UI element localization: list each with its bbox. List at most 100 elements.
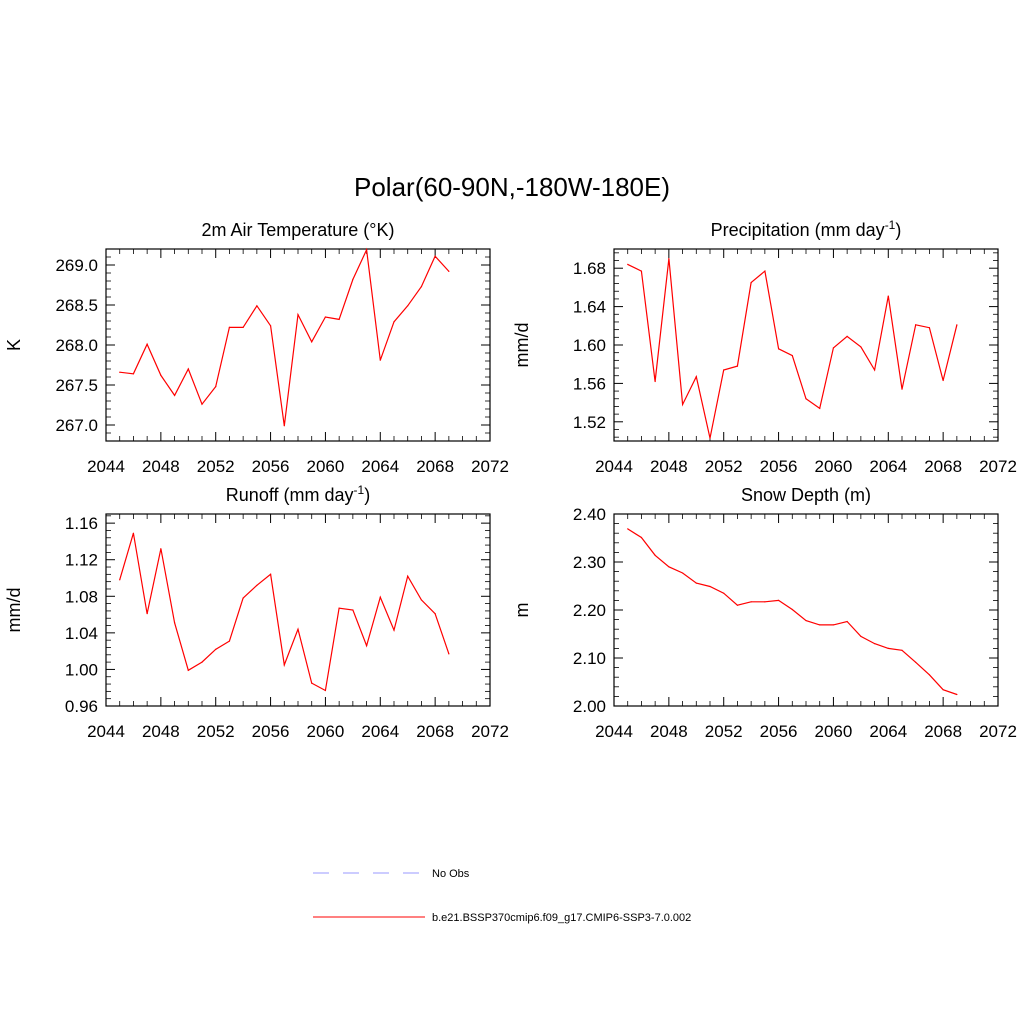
- data-point: [283, 664, 285, 666]
- y-tick-label: 1.60: [573, 336, 606, 355]
- x-tick-label: 2052: [705, 722, 743, 741]
- data-point: [119, 579, 121, 581]
- data-point: [681, 572, 684, 574]
- y-axis-label: mm/d: [512, 323, 532, 368]
- x-tick-label: 2048: [142, 722, 180, 741]
- panels: 2m Air Temperature (°K) K 2044 2048 2052 2056…: [4, 218, 1017, 741]
- data-point: [736, 604, 739, 606]
- legend-item: No Obs: [313, 868, 470, 880]
- plot-frame: [613, 513, 999, 707]
- data-point: [146, 613, 148, 615]
- data-point: [215, 648, 217, 650]
- x-tick-label: 2056: [760, 457, 798, 476]
- x-tick-label: 2056: [760, 722, 798, 741]
- data-point: [956, 324, 958, 326]
- y-tick-label: 1.64: [573, 298, 606, 317]
- panel-3: Runoff (mm day-1) mm/d 2044 2048 2052 2056 206…: [4, 483, 509, 741]
- y-tick-label: 2.40: [573, 505, 606, 524]
- data-point: [654, 554, 656, 556]
- data-point: [352, 278, 354, 280]
- data-point: [750, 282, 752, 284]
- data-point: [132, 532, 135, 534]
- y-tick-label: 1.56: [573, 374, 606, 393]
- x-tick-label: 2048: [142, 457, 180, 476]
- data-point: [338, 318, 340, 320]
- data-point: [915, 661, 917, 663]
- y-tick-label: 2.30: [573, 553, 606, 572]
- panel-title: Precipitation (mm day-1): [711, 218, 902, 240]
- data-point: [297, 628, 299, 630]
- data-point: [791, 354, 793, 357]
- x-tick-label: 2044: [595, 457, 633, 476]
- data-point: [297, 314, 299, 316]
- plot-frame: [613, 248, 999, 442]
- data-point: [805, 619, 807, 622]
- legend-label: b.e21.BSSP370cmip6.f09_g17.CMIP6-SSP3-7.…: [432, 912, 691, 924]
- data-point: [420, 599, 423, 601]
- data-point: [928, 327, 931, 329]
- data-point: [448, 653, 450, 655]
- data-point: [915, 324, 917, 326]
- x-tick-label: 2052: [197, 457, 235, 476]
- series-line: [119, 533, 450, 692]
- data-point: [777, 599, 780, 602]
- data-point: [805, 398, 807, 400]
- data-point: [269, 325, 272, 327]
- legend: No Obs b.e21.BSSP370cmip6.f09_g17.CMIP6-S…: [313, 868, 691, 924]
- data-point: [311, 341, 313, 343]
- data-point: [901, 388, 903, 390]
- data-point: [132, 373, 135, 375]
- data-point: [242, 326, 244, 328]
- data-point: [324, 689, 327, 692]
- data-point: [352, 609, 354, 611]
- data-point: [627, 528, 629, 530]
- y-tick-label: 0.96: [65, 697, 98, 716]
- data-point: [873, 369, 876, 371]
- x-tick-label: 2072: [979, 457, 1017, 476]
- data-point: [668, 258, 670, 260]
- y-tick-label: 268.0: [55, 336, 98, 355]
- data-point: [832, 624, 835, 626]
- data-point: [311, 682, 313, 684]
- y-tick-label: 1.68: [573, 259, 606, 278]
- y-tick-label: 1.00: [65, 660, 98, 679]
- data-point: [887, 647, 889, 650]
- data-point: [791, 608, 793, 611]
- data-point: [695, 376, 697, 378]
- data-point: [173, 622, 176, 624]
- plot-frame: [105, 513, 491, 707]
- y-axis-label: K: [4, 339, 24, 351]
- data-point: [654, 380, 656, 383]
- data-point: [887, 295, 889, 297]
- x-tick-label: 2044: [87, 457, 125, 476]
- data-point: [846, 335, 848, 337]
- y-tick-label: 1.04: [65, 624, 98, 643]
- data-point: [860, 346, 862, 348]
- panel-1: 2m Air Temperature (°K) K 2044 2048 2052 2056…: [4, 220, 509, 476]
- main-title: Polar(60-90N,-180W-180E): [354, 172, 670, 202]
- data-point: [942, 689, 944, 691]
- data-point: [668, 566, 670, 568]
- x-tick-label: 2072: [471, 457, 509, 476]
- data-point: [819, 407, 821, 409]
- x-tick-label: 2060: [815, 457, 853, 476]
- data-point: [269, 573, 272, 575]
- data-point: [283, 425, 285, 427]
- data-point: [942, 379, 944, 382]
- data-point: [365, 645, 368, 647]
- y-tick-label: 267.5: [55, 376, 98, 395]
- panel-2: Precipitation (mm day-1) mm/d 2044 2048 2052…: [512, 218, 1017, 476]
- x-tick-label: 2072: [979, 722, 1017, 741]
- y-axis-label: m: [512, 603, 532, 618]
- y-tick-label: 269.0: [55, 256, 98, 275]
- data-point: [228, 326, 231, 328]
- data-point: [764, 270, 766, 272]
- x-tick-label: 2056: [252, 457, 290, 476]
- x-tick-label: 2048: [650, 722, 688, 741]
- data-point: [420, 286, 423, 288]
- data-point: [393, 629, 395, 631]
- data-point: [187, 368, 189, 370]
- x-tick-label: 2048: [650, 457, 688, 476]
- data-point: [695, 582, 697, 584]
